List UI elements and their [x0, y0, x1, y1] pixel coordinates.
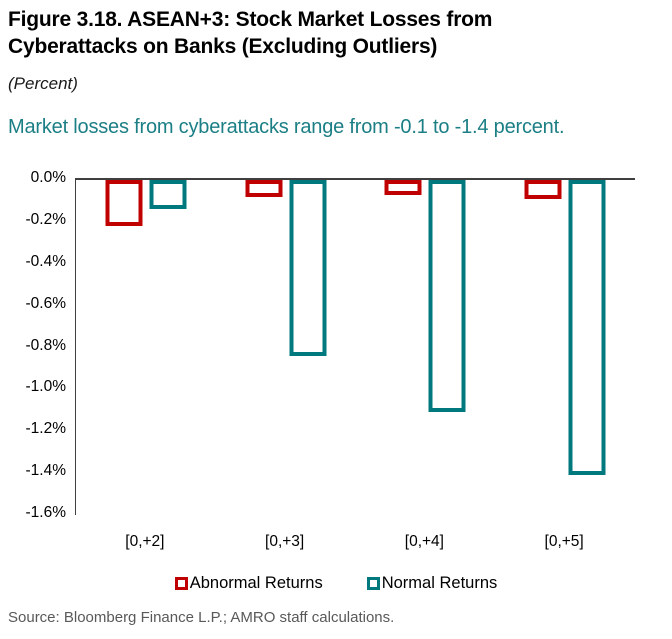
bar-abnormal-returns	[245, 180, 283, 197]
plot-area	[75, 178, 635, 515]
x-axis-category-label: [0,+2]	[125, 533, 165, 550]
bar-group	[105, 180, 187, 226]
bar-normal-returns	[568, 180, 606, 475]
key-message: Market losses from cyberattacks range fr…	[8, 116, 565, 138]
figure-title-line2: Cyberattacks on Banks (Excluding Outlier…	[8, 35, 438, 58]
bar-group	[384, 180, 466, 412]
x-axis-category-label: [0,+4]	[404, 533, 444, 550]
x-axis-category-label: [0,+5]	[544, 533, 584, 550]
y-axis-tick-label: -0.6%	[25, 294, 67, 312]
bar-normal-returns	[149, 180, 187, 209]
y-axis-tick-label: -0.8%	[25, 336, 67, 354]
y-axis-tick-label: -1.4%	[25, 462, 67, 480]
bar-group	[245, 180, 327, 356]
y-axis-tick-label: -1.2%	[25, 420, 67, 438]
legend-marker-icon	[174, 577, 188, 590]
bar-normal-returns	[428, 180, 466, 412]
y-axis-tick-label: -1.6%	[25, 504, 67, 521]
y-axis-tick-label: -1.0%	[25, 378, 67, 396]
bar-abnormal-returns	[105, 180, 143, 226]
figure-title: Figure 3.18. ASEAN+3: Stock Market Losse…	[8, 6, 492, 60]
figure-unit-label: (Percent)	[8, 74, 78, 93]
y-axis-tick-label: -0.2%	[25, 210, 67, 228]
bar-normal-returns	[289, 180, 327, 356]
y-axis-tick-label: 0.0%	[30, 169, 66, 186]
bar-group	[524, 180, 606, 475]
legend-item-normal-returns: Normal Returns	[366, 574, 498, 593]
y-axis-tick-label: -0.4%	[25, 252, 67, 270]
bar-abnormal-returns	[524, 180, 562, 199]
legend-label: Abnormal Returns	[189, 574, 323, 592]
figure-title-line1: Figure 3.18. ASEAN+3: Stock Market Losse…	[8, 8, 493, 31]
source-note: Source: Bloomberg Finance L.P.; AMRO sta…	[8, 609, 395, 626]
x-axis-category-label: [0,+3]	[265, 533, 305, 550]
legend-label: Normal Returns	[381, 574, 498, 592]
legend-marker-icon	[366, 577, 380, 590]
chart-legend: Abnormal Returns Normal Returns	[0, 574, 672, 593]
bar-abnormal-returns	[384, 180, 422, 195]
legend-item-abnormal-returns: Abnormal Returns	[174, 574, 323, 593]
